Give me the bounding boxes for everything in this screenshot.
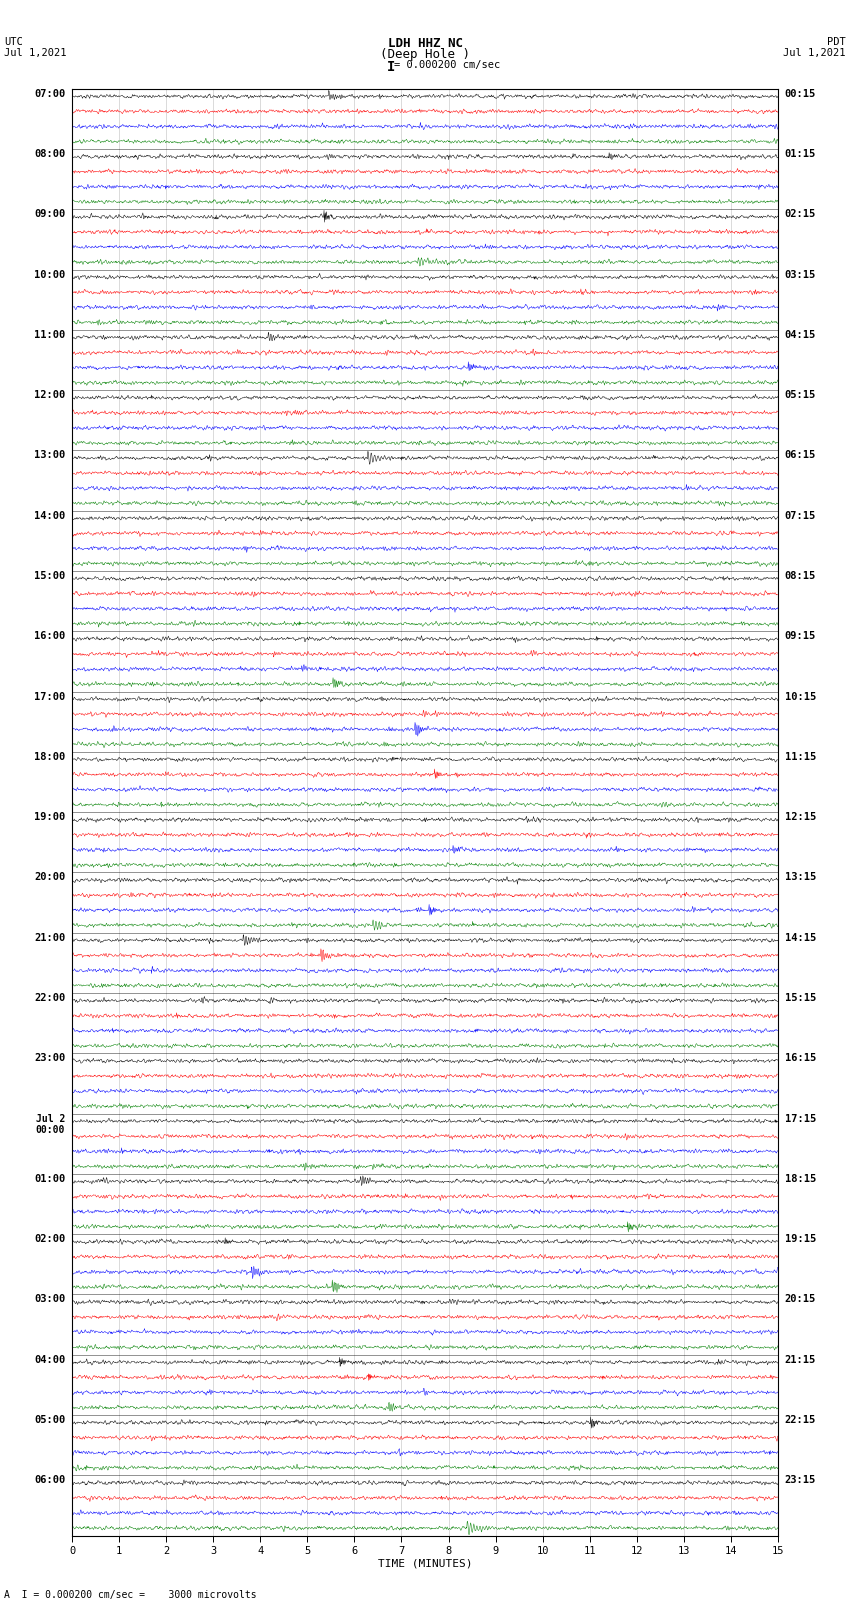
Text: 18:15: 18:15 (785, 1174, 816, 1184)
Text: 14:00: 14:00 (34, 511, 65, 521)
Text: 15:00: 15:00 (34, 571, 65, 581)
Text: 04:00: 04:00 (34, 1355, 65, 1365)
Text: 21:15: 21:15 (785, 1355, 816, 1365)
Text: Jul 2
00:00: Jul 2 00:00 (36, 1113, 65, 1136)
Text: 07:15: 07:15 (785, 511, 816, 521)
Text: 02:15: 02:15 (785, 210, 816, 219)
Text: = 0.000200 cm/sec: = 0.000200 cm/sec (394, 60, 500, 69)
Text: 13:15: 13:15 (785, 873, 816, 882)
Text: 01:15: 01:15 (785, 148, 816, 160)
Text: 23:00: 23:00 (34, 1053, 65, 1063)
Text: I: I (387, 60, 395, 74)
Text: 16:15: 16:15 (785, 1053, 816, 1063)
Text: 08:15: 08:15 (785, 571, 816, 581)
Text: 12:15: 12:15 (785, 813, 816, 823)
Text: Jul 1,2021: Jul 1,2021 (783, 48, 846, 58)
Text: 15:15: 15:15 (785, 994, 816, 1003)
Text: 06:15: 06:15 (785, 450, 816, 460)
Text: PDT: PDT (827, 37, 846, 47)
Text: Jul 1,2021: Jul 1,2021 (4, 48, 67, 58)
Text: 01:00: 01:00 (34, 1174, 65, 1184)
Text: 11:15: 11:15 (785, 752, 816, 761)
Text: 06:00: 06:00 (34, 1476, 65, 1486)
Text: 19:15: 19:15 (785, 1234, 816, 1244)
Text: 22:00: 22:00 (34, 994, 65, 1003)
Text: 17:15: 17:15 (785, 1113, 816, 1124)
Text: 07:00: 07:00 (34, 89, 65, 98)
Text: 00:15: 00:15 (785, 89, 816, 98)
Text: 05:15: 05:15 (785, 390, 816, 400)
Text: 09:15: 09:15 (785, 631, 816, 642)
Text: 08:00: 08:00 (34, 148, 65, 160)
Text: 22:15: 22:15 (785, 1415, 816, 1424)
X-axis label: TIME (MINUTES): TIME (MINUTES) (377, 1558, 473, 1569)
Text: 04:15: 04:15 (785, 331, 816, 340)
Text: 03:00: 03:00 (34, 1294, 65, 1305)
Text: 10:00: 10:00 (34, 269, 65, 279)
Text: 16:00: 16:00 (34, 631, 65, 642)
Text: 20:15: 20:15 (785, 1294, 816, 1305)
Text: 21:00: 21:00 (34, 932, 65, 942)
Text: UTC: UTC (4, 37, 23, 47)
Text: 20:00: 20:00 (34, 873, 65, 882)
Text: 19:00: 19:00 (34, 813, 65, 823)
Text: 03:15: 03:15 (785, 269, 816, 279)
Text: A  I = 0.000200 cm/sec =    3000 microvolts: A I = 0.000200 cm/sec = 3000 microvolts (4, 1590, 257, 1600)
Text: 14:15: 14:15 (785, 932, 816, 942)
Text: 18:00: 18:00 (34, 752, 65, 761)
Text: 02:00: 02:00 (34, 1234, 65, 1244)
Text: 23:15: 23:15 (785, 1476, 816, 1486)
Text: LDH HHZ NC: LDH HHZ NC (388, 37, 462, 50)
Text: 09:00: 09:00 (34, 210, 65, 219)
Text: 05:00: 05:00 (34, 1415, 65, 1424)
Text: 11:00: 11:00 (34, 331, 65, 340)
Text: (Deep Hole ): (Deep Hole ) (380, 48, 470, 61)
Text: 10:15: 10:15 (785, 692, 816, 702)
Text: 13:00: 13:00 (34, 450, 65, 460)
Text: 12:00: 12:00 (34, 390, 65, 400)
Text: 17:00: 17:00 (34, 692, 65, 702)
